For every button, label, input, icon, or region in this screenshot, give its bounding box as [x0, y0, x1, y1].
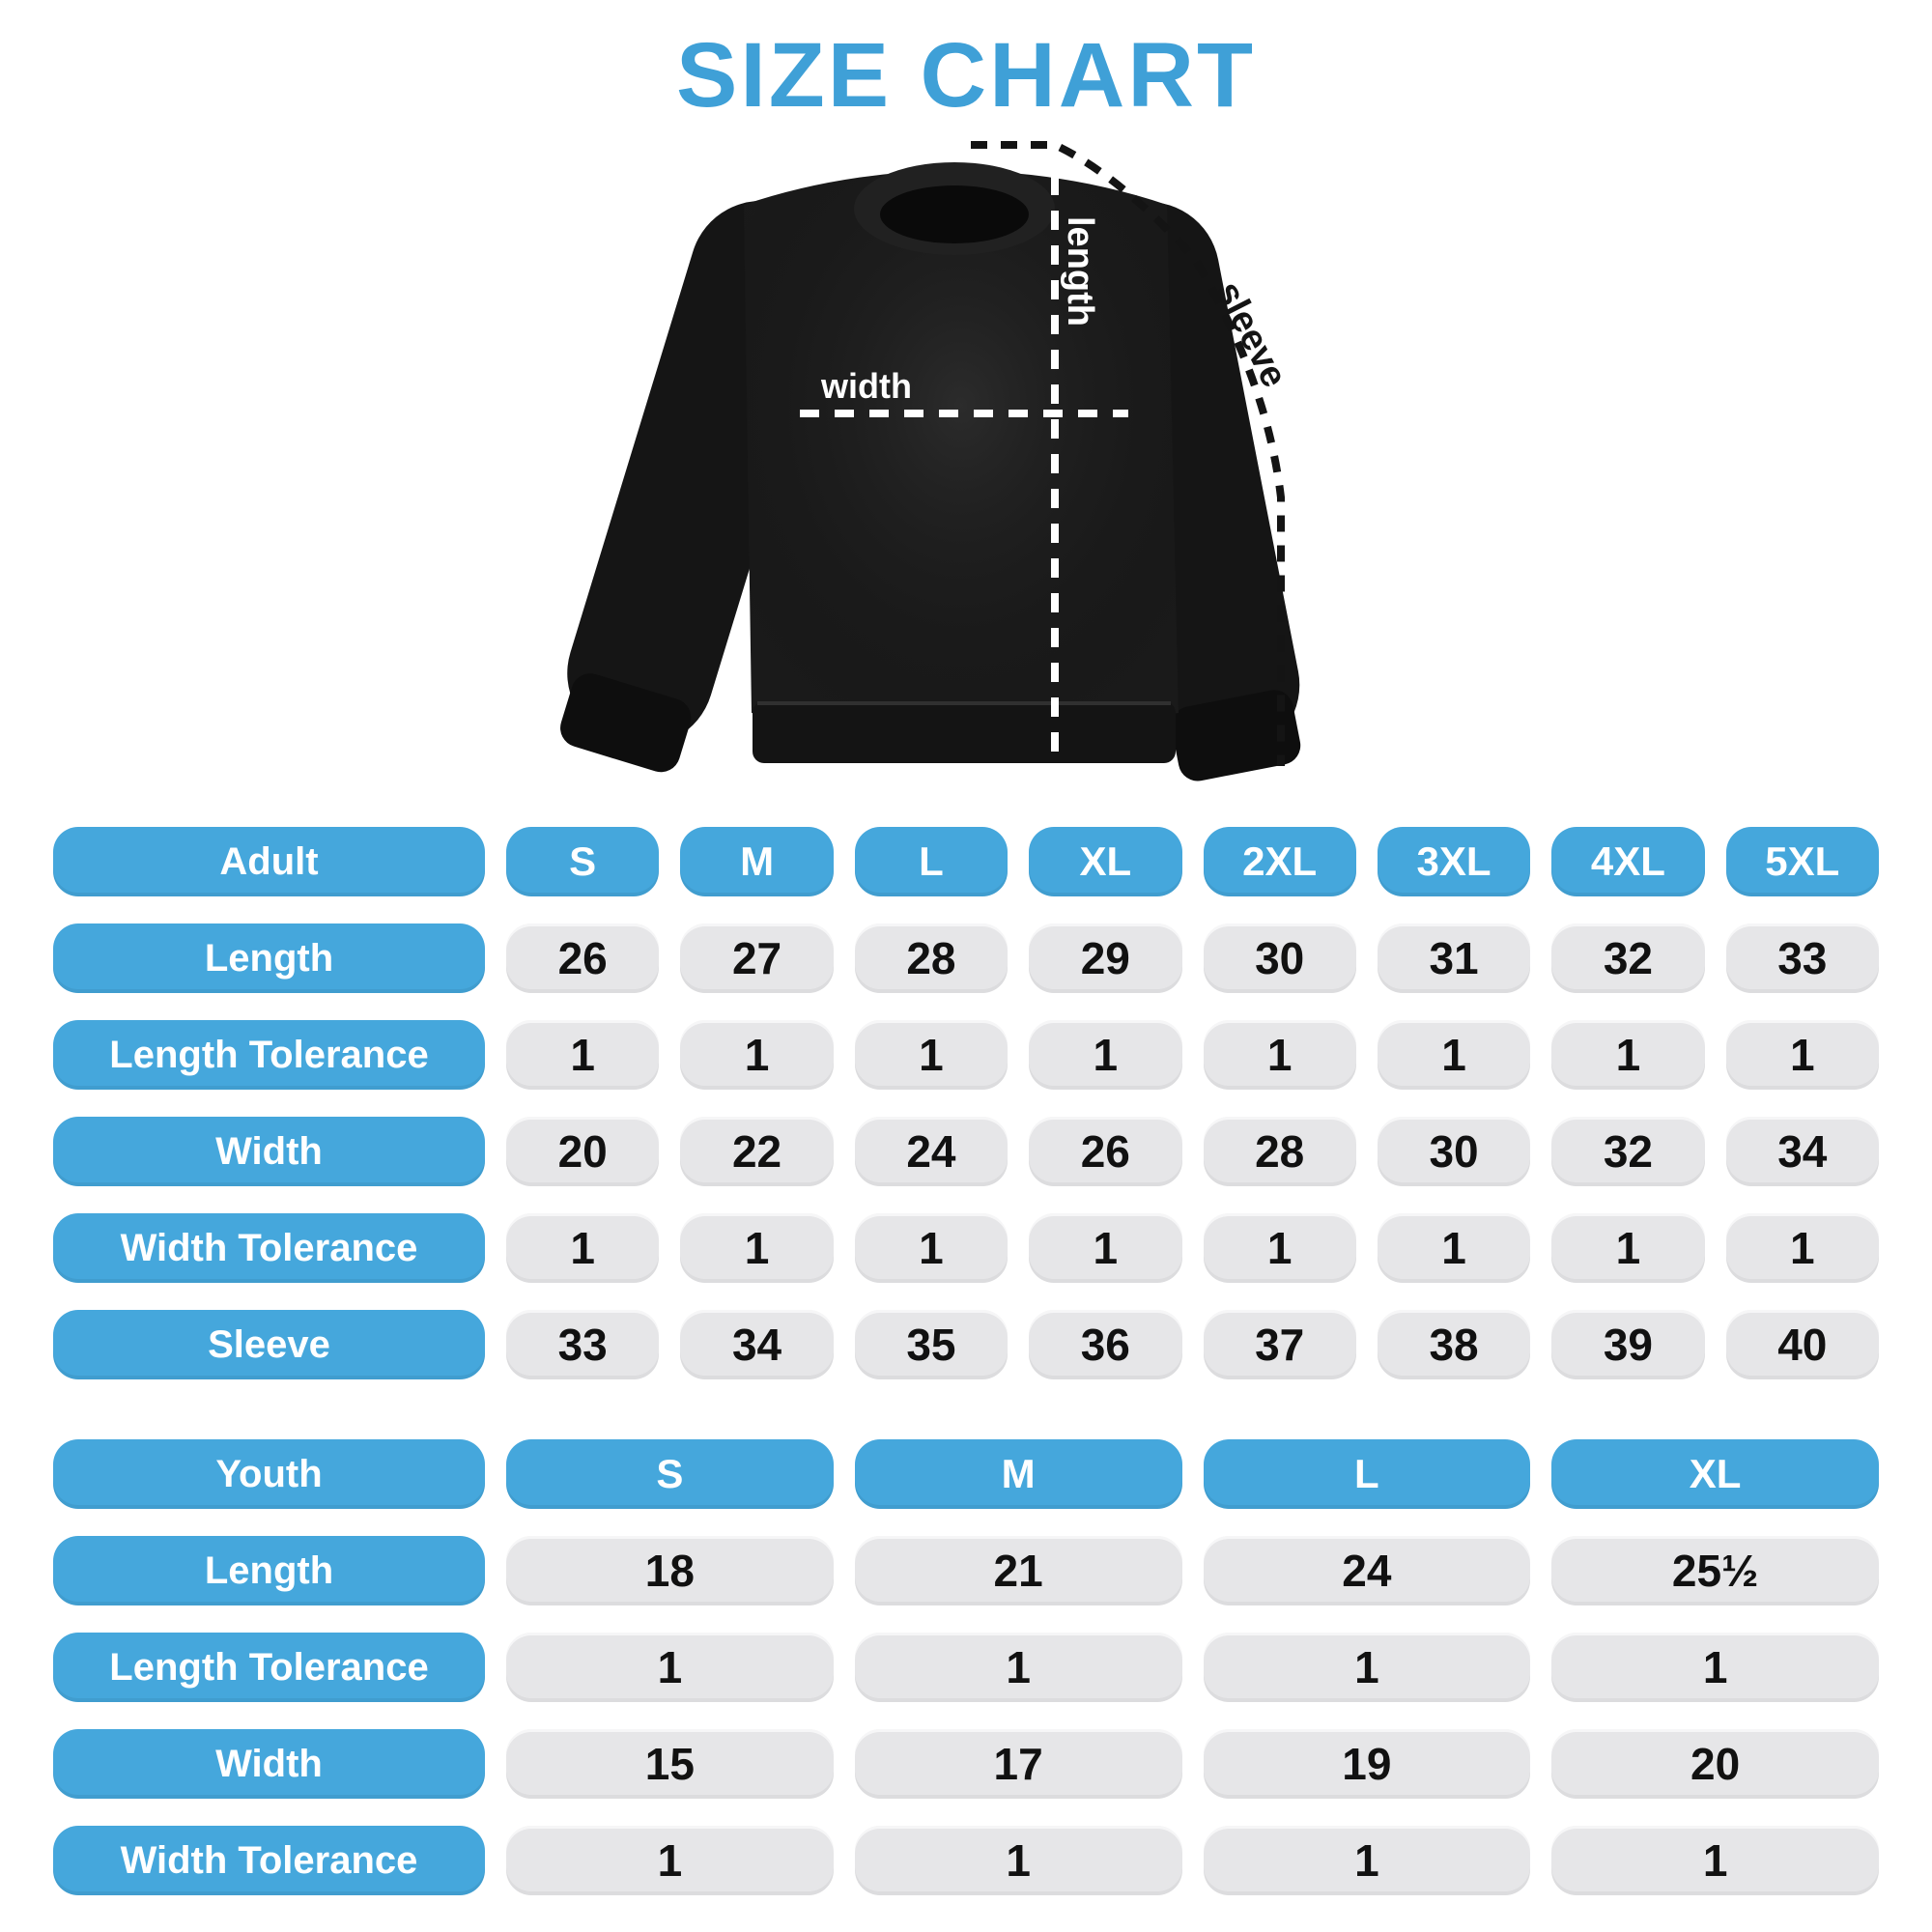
adult-header-size-m: M — [680, 827, 834, 896]
youth-header-size-l: L — [1203, 1439, 1531, 1509]
youth-header-size-xl: XL — [1551, 1439, 1879, 1509]
adult-header-size-3xl: 3XL — [1377, 827, 1531, 896]
adult-cell-width-tolerance-3: 1 — [1029, 1213, 1182, 1283]
youth-row-label-width-tolerance: Width Tolerance — [53, 1826, 485, 1895]
adult-cell-sleeve-2: 35 — [854, 1310, 1009, 1379]
adult-cell-width-tolerance-1: 1 — [680, 1213, 834, 1283]
adult-row-label-width: Width — [53, 1117, 485, 1186]
adult-cell-sleeve-6: 39 — [1551, 1310, 1705, 1379]
adult-size-table: Adult S M L XL 2XL 3XL 4XL 5XL Length 26 27 28 29 30 31… — [53, 827, 1879, 1379]
youth-cell-length-3: 25½ — [1551, 1536, 1879, 1605]
adult-cell-length-7: 33 — [1725, 923, 1879, 993]
adult-header-size-2xl: 2XL — [1203, 827, 1356, 896]
youth-cell-length-2: 24 — [1203, 1536, 1531, 1605]
adult-header-size-l: L — [854, 827, 1009, 896]
adult-row-label-width-tolerance: Width Tolerance — [53, 1213, 485, 1283]
adult-cell-width-tolerance-4: 1 — [1203, 1213, 1356, 1283]
youth-cell-width-tolerance-0: 1 — [506, 1826, 834, 1895]
youth-cell-width-1: 17 — [854, 1729, 1182, 1799]
page-title: SIZE CHART — [676, 24, 1256, 127]
adult-header-size-5xl: 5XL — [1725, 827, 1879, 896]
youth-header-size-s: S — [506, 1439, 834, 1509]
adult-cell-length-6: 32 — [1551, 923, 1705, 993]
adult-cell-length-tolerance-6: 1 — [1551, 1020, 1705, 1090]
adult-cell-sleeve-7: 40 — [1725, 1310, 1879, 1379]
adult-cell-length-4: 30 — [1203, 923, 1356, 993]
sweatshirt-diagram: width length sleeve — [560, 141, 1301, 781]
adult-cell-width-tolerance-2: 1 — [854, 1213, 1009, 1283]
adult-cell-length-tolerance-5: 1 — [1377, 1020, 1531, 1090]
adult-cell-length-2: 28 — [854, 923, 1009, 993]
adult-cell-length-0: 26 — [506, 923, 660, 993]
adult-cell-length-1: 27 — [680, 923, 834, 993]
adult-cell-width-2: 24 — [854, 1117, 1009, 1186]
youth-cell-length-tolerance-2: 1 — [1203, 1633, 1531, 1702]
adult-cell-sleeve-1: 34 — [680, 1310, 834, 1379]
adult-cell-width-4: 28 — [1203, 1117, 1356, 1186]
adult-cell-width-tolerance-5: 1 — [1377, 1213, 1531, 1283]
length-label: length — [1060, 216, 1100, 327]
youth-cell-width-2: 19 — [1203, 1729, 1531, 1799]
youth-cell-length-1: 21 — [854, 1536, 1182, 1605]
adult-cell-length-tolerance-2: 1 — [854, 1020, 1009, 1090]
adult-cell-length-5: 31 — [1377, 923, 1531, 993]
youth-header-size-m: M — [854, 1439, 1182, 1509]
width-label: width — [820, 366, 912, 406]
youth-cell-length-tolerance-3: 1 — [1551, 1633, 1879, 1702]
youth-row-label-length-tolerance: Length Tolerance — [53, 1633, 485, 1702]
adult-cell-length-tolerance-7: 1 — [1725, 1020, 1879, 1090]
adult-cell-width-tolerance-7: 1 — [1725, 1213, 1879, 1283]
adult-cell-width-6: 32 — [1551, 1117, 1705, 1186]
youth-row-label-length: Length — [53, 1536, 485, 1605]
adult-row-label-length-tolerance: Length Tolerance — [53, 1020, 485, 1090]
adult-row-label-sleeve: Sleeve — [53, 1310, 485, 1379]
adult-cell-width-5: 30 — [1377, 1117, 1531, 1186]
adult-cell-length-tolerance-0: 1 — [506, 1020, 660, 1090]
youth-cell-width-tolerance-2: 1 — [1203, 1826, 1531, 1895]
youth-cell-length-tolerance-1: 1 — [854, 1633, 1182, 1702]
adult-cell-length-tolerance-1: 1 — [680, 1020, 834, 1090]
adult-cell-width-tolerance-0: 1 — [506, 1213, 660, 1283]
adult-cell-length-tolerance-4: 1 — [1203, 1020, 1356, 1090]
adult-row-label-length: Length — [53, 923, 485, 993]
sweatshirt-collar — [854, 162, 1055, 255]
sweatshirt-body-shading — [744, 170, 1179, 730]
youth-cell-length-tolerance-0: 1 — [506, 1633, 834, 1702]
adult-cell-sleeve-3: 36 — [1029, 1310, 1182, 1379]
adult-header-size-s: S — [506, 827, 660, 896]
adult-cell-width-3: 26 — [1029, 1117, 1182, 1186]
youth-cell-width-tolerance-1: 1 — [854, 1826, 1182, 1895]
adult-cell-width-0: 20 — [506, 1117, 660, 1186]
adult-header-label: Adult — [53, 827, 485, 896]
adult-cell-width-7: 34 — [1725, 1117, 1879, 1186]
youth-cell-width-tolerance-3: 1 — [1551, 1826, 1879, 1895]
adult-cell-length-3: 29 — [1029, 923, 1182, 993]
adult-cell-length-tolerance-3: 1 — [1029, 1020, 1182, 1090]
adult-header-size-4xl: 4XL — [1551, 827, 1705, 896]
youth-cell-length-0: 18 — [506, 1536, 834, 1605]
youth-row-label-width: Width — [53, 1729, 485, 1799]
youth-header-label: Youth — [53, 1439, 485, 1509]
youth-cell-width-0: 15 — [506, 1729, 834, 1799]
adult-cell-sleeve-5: 38 — [1377, 1310, 1531, 1379]
adult-header-size-xl: XL — [1029, 827, 1182, 896]
adult-cell-width-tolerance-6: 1 — [1551, 1213, 1705, 1283]
sleeve-line — [971, 141, 1285, 766]
youth-cell-width-3: 20 — [1551, 1729, 1879, 1799]
adult-cell-width-1: 22 — [680, 1117, 834, 1186]
youth-size-table: Youth S M L XL Length 18 21 24 25½ Length Toleranc… — [53, 1439, 1879, 1895]
adult-cell-sleeve-0: 33 — [506, 1310, 660, 1379]
adult-cell-sleeve-4: 37 — [1203, 1310, 1356, 1379]
sweatshirt-waistband — [753, 701, 1176, 763]
